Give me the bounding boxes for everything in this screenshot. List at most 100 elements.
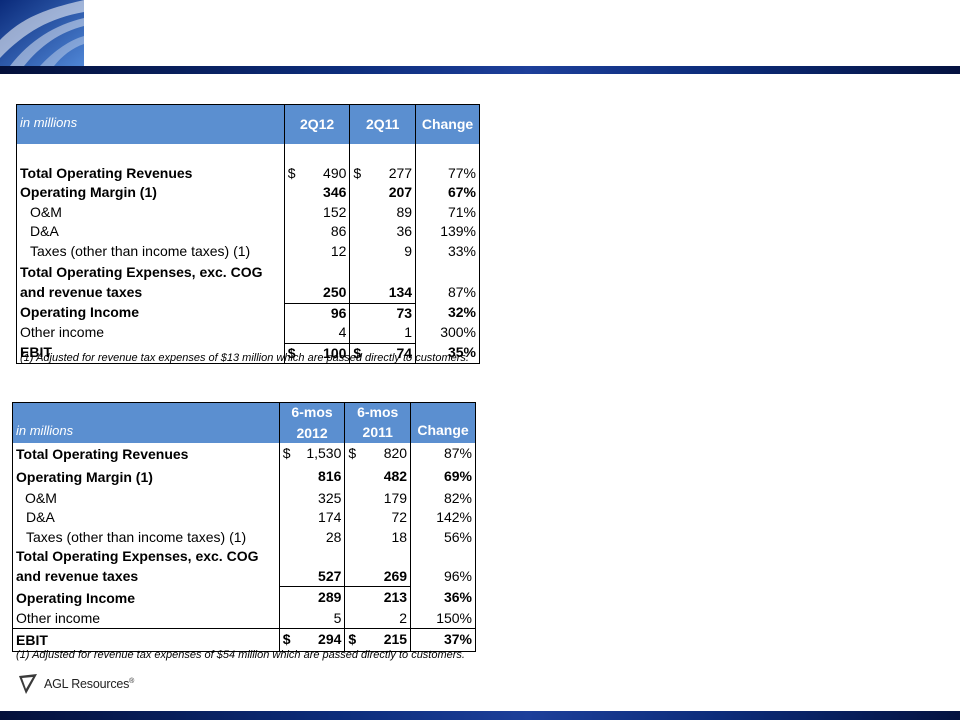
cell-value: 28 <box>278 527 345 547</box>
row-label: EBIT <box>12 628 280 652</box>
table-row: Total Operating Expenses, exc. COG <box>16 261 480 283</box>
cell-change: 33% <box>415 241 480 261</box>
column-header-top: 6-mos <box>344 402 411 423</box>
table-row: and revenue taxes 527 269 96% <box>12 566 476 587</box>
cell-change: 69% <box>410 464 476 489</box>
table-row: Operating Margin (1) 346 207 67% <box>16 183 480 203</box>
column-header-change: Change <box>410 402 476 443</box>
table-row: EBIT $100 $74 35% <box>16 342 480 364</box>
quarter-footnote: (1) Adjusted for revenue tax expenses of… <box>20 352 469 364</box>
table-row: Total Operating Revenues $490 $277 77% <box>16 163 480 183</box>
currency-symbol: $ <box>353 164 362 181</box>
table-row: O&M 152 89 71% <box>16 202 480 222</box>
agl-resources-logo: AGL Resources® <box>18 672 134 696</box>
row-label: O&M <box>12 488 280 508</box>
row-label: Total Operating Revenues <box>12 442 280 465</box>
cell-value: 12 <box>283 241 350 261</box>
spacer-row <box>16 144 480 164</box>
table-row: Operating Margin (1) 816 482 69% <box>12 464 476 489</box>
cell-change: 300% <box>415 323 480 343</box>
cell-value: 289 <box>278 586 345 609</box>
cell-value: 325 <box>278 488 345 508</box>
row-label: D&A <box>16 222 285 242</box>
currency-symbol: $ <box>348 631 357 648</box>
units-label: in millions <box>16 104 285 144</box>
table-row: Total Operating Expenses, exc. COG <box>12 547 476 567</box>
row-label: Total Operating Expenses, exc. COG <box>16 261 285 283</box>
cell-value: 86 <box>283 222 350 242</box>
units-label: in millions <box>12 402 280 443</box>
table-row: EBIT $294 $215 37% <box>12 628 476 652</box>
column-header-2q11: 2Q11 <box>349 104 416 144</box>
table-row: D&A 86 36 139% <box>16 222 480 242</box>
table-row: Taxes (other than income taxes) (1) 12 9… <box>16 241 480 261</box>
cell-value: 4 <box>283 323 350 343</box>
cell-value: 5 <box>278 608 345 629</box>
cell-value: 1,530 <box>306 444 342 461</box>
row-label: Operating Income <box>16 303 285 323</box>
row-label: Other income <box>16 323 285 343</box>
cell-value: 527 <box>278 566 345 587</box>
table-row: D&A 174 72 142% <box>12 508 476 528</box>
agl-logo-mark-icon <box>19 674 37 694</box>
cell-change: 77% <box>415 163 480 183</box>
cell-value: 89 <box>349 202 416 222</box>
sixmos-results-table: in millions 6-mos 6-mos Change 2012 2011… <box>12 402 476 652</box>
cell-value: 250 <box>283 283 350 303</box>
cell-value: 152 <box>283 202 350 222</box>
column-header-2012: 2012 <box>278 422 345 443</box>
table-row: Operating Income 96 73 32% <box>16 302 480 323</box>
cell-change: 71% <box>415 202 480 222</box>
cell-change: 82% <box>410 488 476 508</box>
cell-change: 56% <box>410 527 476 547</box>
currency-symbol: $ <box>282 631 291 648</box>
brand-name: AGL Resources <box>44 677 130 691</box>
column-header-2011: 2011 <box>344 422 411 443</box>
quarter-results-table: in millions 2Q12 2Q11 Change Total Opera… <box>16 104 480 364</box>
cell-value: 490 <box>323 164 347 181</box>
currency-symbol: $ <box>287 164 296 181</box>
cell-change: 36% <box>410 586 476 609</box>
table-row: Other income 4 1 300% <box>16 323 480 343</box>
cell-change: 150% <box>410 608 476 629</box>
row-label: Operating Margin (1) <box>12 464 280 489</box>
cell-change: 87% <box>410 442 476 465</box>
row-label: Taxes (other than income taxes) (1) <box>16 241 285 261</box>
cell-value: 207 <box>349 183 416 203</box>
column-header-2q12: 2Q12 <box>283 104 350 144</box>
cell-value: 215 <box>383 631 408 648</box>
cell-change: 32% <box>415 303 480 323</box>
slide-header <box>0 0 960 66</box>
table-row: Other income 5 2 150% <box>12 608 476 629</box>
row-label: and revenue taxes <box>16 283 285 303</box>
cell-value: 74 <box>396 344 413 361</box>
currency-symbol: $ <box>287 344 296 361</box>
cell-value: 1 <box>349 323 416 343</box>
cell-change: 37% <box>410 628 476 652</box>
cell-change: 139% <box>415 222 480 242</box>
cell-value: 72 <box>344 508 411 528</box>
column-header-top: 6-mos <box>278 402 345 423</box>
footer-banner-bar <box>0 711 960 720</box>
table-row: Total Operating Revenues $1,530 $820 87% <box>12 442 476 465</box>
cell-value: 482 <box>344 464 411 489</box>
cell-value: 2 <box>344 608 411 629</box>
cell-value: 73 <box>349 302 416 323</box>
row-label: Operating Margin (1) <box>16 183 285 203</box>
cell-value: 134 <box>349 283 416 303</box>
cell-change: 142% <box>410 508 476 528</box>
row-label: Total Operating Expenses, exc. COG <box>12 547 280 567</box>
table-header-row: in millions 6-mos 6-mos Change <box>12 402 476 443</box>
table-row: and revenue taxes 250 134 87% <box>16 283 480 303</box>
currency-symbol: $ <box>348 444 357 461</box>
cell-value: 179 <box>344 488 411 508</box>
cell-value: 9 <box>349 241 416 261</box>
cell-change: 67% <box>415 183 480 203</box>
row-label: Total Operating Revenues <box>16 163 285 183</box>
table-header-row: 2012 2011 <box>13 422 476 443</box>
cell-change: 96% <box>410 566 476 587</box>
cell-value: 816 <box>278 464 345 489</box>
column-header-change: Change <box>415 104 480 144</box>
cell-change: 87% <box>415 283 480 303</box>
table-header-row: in millions 2Q12 2Q11 Change <box>16 104 480 144</box>
